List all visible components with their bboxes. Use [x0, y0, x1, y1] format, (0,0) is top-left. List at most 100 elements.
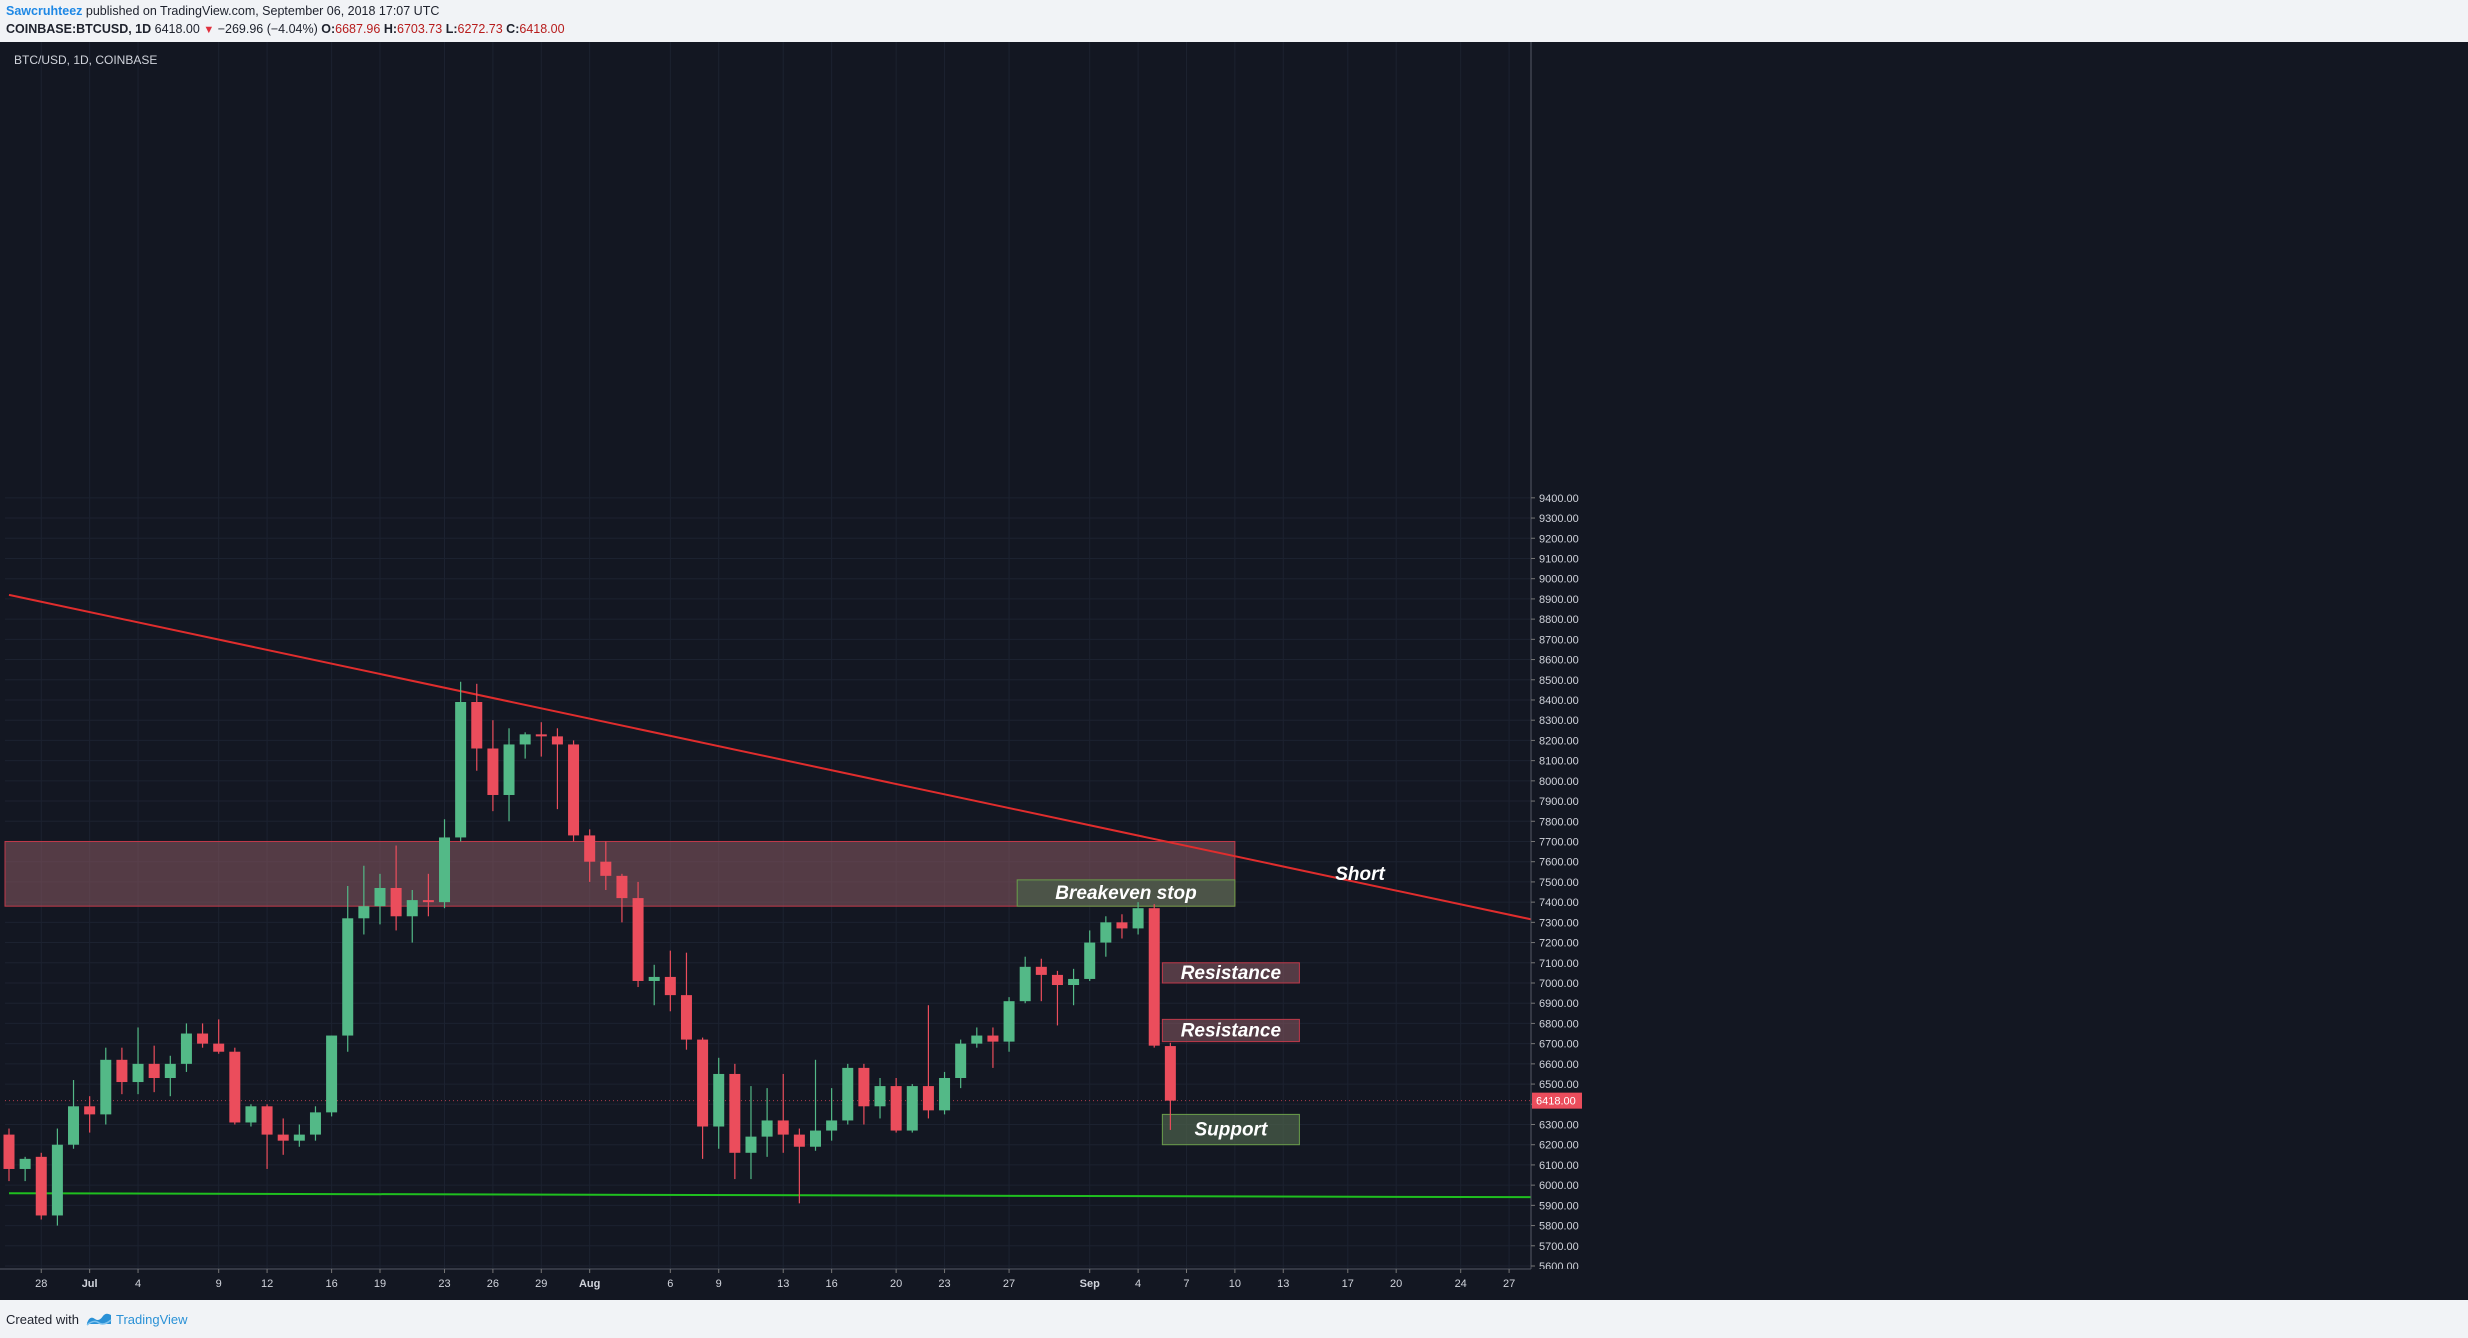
candle-body[interactable] — [471, 702, 483, 749]
candle-body[interactable] — [390, 887, 402, 917]
candle-body[interactable] — [519, 734, 531, 745]
candle-body[interactable] — [422, 900, 434, 903]
candle-body[interactable] — [890, 1086, 902, 1131]
candle-body[interactable] — [1148, 908, 1160, 1046]
candle-body[interactable] — [939, 1078, 951, 1111]
candle-body[interactable] — [955, 1043, 967, 1079]
author-link[interactable]: Sawcruhteez — [6, 4, 83, 18]
close-label: C: — [506, 22, 520, 36]
zone-label: Resistance — [1181, 963, 1282, 984]
candle-body[interactable] — [374, 887, 386, 907]
candle-body[interactable] — [1132, 908, 1144, 929]
candle-body[interactable] — [616, 875, 628, 899]
zone-support[interactable] — [1161, 1113, 1300, 1146]
candle-body[interactable] — [132, 1063, 144, 1083]
time-tick-label: 4 — [1135, 1278, 1141, 1290]
candle-body[interactable] — [826, 1120, 838, 1131]
candle-body[interactable] — [455, 702, 467, 838]
candle-body[interactable] — [245, 1106, 257, 1123]
candle-body[interactable] — [1035, 966, 1047, 975]
candle-body[interactable] — [3, 1134, 15, 1169]
candle-body[interactable] — [100, 1059, 112, 1115]
candle-body[interactable] — [213, 1043, 225, 1052]
candle-body[interactable] — [293, 1134, 305, 1141]
candle-body[interactable] — [309, 1112, 321, 1135]
candle-body[interactable] — [906, 1086, 918, 1131]
time-tick-label: 9 — [716, 1278, 722, 1290]
candle-body[interactable] — [84, 1106, 96, 1115]
candle-body[interactable] — [680, 995, 692, 1040]
candle-body[interactable] — [1084, 942, 1096, 979]
candle-body[interactable] — [664, 976, 676, 996]
zone-resistance[interactable] — [1161, 1018, 1300, 1043]
price-tick-label: 7500.00 — [1539, 877, 1579, 889]
candle-body[interactable] — [568, 744, 580, 836]
zone-resistance[interactable] — [1161, 962, 1300, 984]
candle-body[interactable] — [164, 1063, 176, 1079]
candle-body[interactable] — [777, 1120, 789, 1135]
candle-body[interactable] — [745, 1136, 757, 1153]
support-line[interactable] — [8, 1192, 1574, 1199]
candle-body[interactable] — [584, 835, 596, 862]
candle-body[interactable] — [729, 1073, 741, 1153]
price-tick-label: 7700.00 — [1539, 836, 1579, 848]
price-tick-label: 6700.00 — [1539, 1039, 1579, 1051]
candle-body[interactable] — [1019, 966, 1031, 1002]
time-tick-label: Aug — [579, 1278, 600, 1290]
time-axis[interactable] — [0, 1269, 1531, 1300]
time-tick-label: 7 — [1183, 1278, 1189, 1290]
candle-body[interactable] — [761, 1120, 773, 1137]
candle-body[interactable] — [713, 1073, 725, 1127]
candle-body[interactable] — [503, 744, 515, 795]
candle-body[interactable] — [858, 1067, 870, 1107]
candle-body[interactable] — [229, 1051, 241, 1123]
price-tick-label: 9100.00 — [1539, 553, 1579, 565]
candle-body[interactable] — [793, 1134, 805, 1147]
zone-label: Breakeven stop — [1055, 883, 1197, 904]
candle-body[interactable] — [197, 1033, 209, 1044]
candle-body[interactable] — [971, 1035, 983, 1044]
candle-body[interactable] — [342, 918, 354, 1036]
candle-body[interactable] — [632, 898, 644, 981]
price-tick-label: 8100.00 — [1539, 756, 1579, 768]
candle-body[interactable] — [439, 837, 451, 903]
tradingview-link[interactable]: TradingView — [116, 1312, 188, 1327]
candle-body[interactable] — [406, 900, 418, 917]
price-tick-label: 8500.00 — [1539, 675, 1579, 687]
candle-body[interactable] — [987, 1035, 999, 1042]
candle-body[interactable] — [326, 1035, 338, 1113]
tradingview-logo-icon — [86, 1311, 112, 1327]
descending-trendline[interactable] — [8, 593, 1574, 930]
candle-body[interactable] — [68, 1106, 80, 1145]
candle-body[interactable] — [810, 1130, 821, 1147]
candle-body[interactable] — [1003, 1001, 1015, 1042]
candle-body[interactable] — [277, 1134, 289, 1141]
candle-body[interactable] — [51, 1144, 63, 1216]
price-axis[interactable] — [1531, 42, 2468, 1300]
candle-body[interactable] — [1051, 974, 1063, 986]
chart-panel[interactable]: Short Breakeven stop Resistance Resistance S… — [0, 42, 2468, 1300]
candle-body[interactable] — [180, 1033, 192, 1064]
zone-breakeven-stop[interactable] — [1016, 879, 1236, 907]
candle-body[interactable] — [600, 861, 612, 876]
candle-body[interactable] — [648, 976, 660, 981]
candle-body[interactable] — [1100, 922, 1112, 943]
candle-body[interactable] — [116, 1059, 128, 1083]
candle-body[interactable] — [697, 1039, 709, 1127]
candle-body[interactable] — [358, 906, 370, 919]
candle-body[interactable] — [535, 734, 547, 737]
candlestick-chart[interactable]: Short Breakeven stop Resistance Resistance S… — [0, 42, 2468, 1300]
candle-body[interactable] — [35, 1156, 47, 1216]
candle-body[interactable] — [551, 736, 563, 745]
publish-info: Sawcruhteez published on TradingView.com… — [6, 4, 439, 18]
candle-body[interactable] — [922, 1086, 934, 1111]
candle-body[interactable] — [148, 1063, 160, 1079]
candle-body[interactable] — [842, 1067, 854, 1121]
candle-body[interactable] — [19, 1158, 31, 1169]
candle-body[interactable] — [487, 748, 499, 795]
candle-body[interactable] — [261, 1106, 273, 1135]
candle-body[interactable] — [874, 1086, 886, 1107]
candle-body[interactable] — [1116, 922, 1128, 929]
candle-body[interactable] — [1164, 1046, 1176, 1101]
candle-body[interactable] — [1068, 978, 1080, 986]
